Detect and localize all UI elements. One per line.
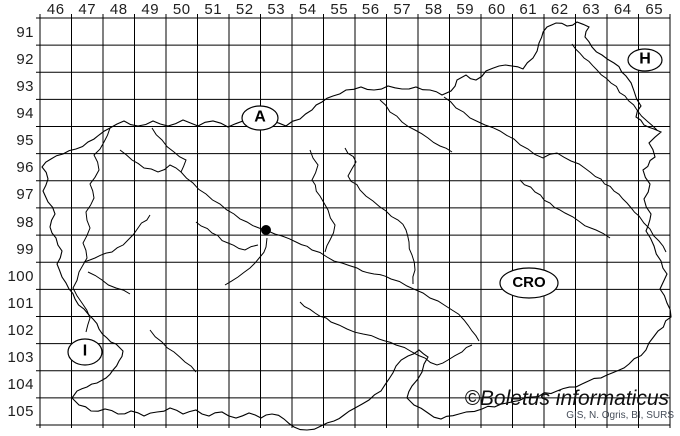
country-label-croatia: CRO: [512, 273, 546, 291]
row-label: 102: [7, 322, 34, 340]
country-label-austria: A: [254, 108, 266, 126]
country-ellipse-italy: [67, 338, 103, 366]
col-label: 57: [393, 1, 412, 18]
country-label-hungary: H: [639, 50, 651, 68]
col-label: 55: [330, 1, 349, 18]
col-label: 52: [235, 1, 254, 18]
river-line: [87, 271, 131, 295]
row-label: 98: [16, 213, 34, 231]
row-label: 104: [7, 376, 34, 394]
occurrence-dot: [261, 225, 271, 235]
row-label: 101: [7, 294, 34, 312]
country-label-italy: I: [82, 342, 88, 360]
river-line: [571, 43, 658, 131]
river-line: [519, 179, 611, 239]
slovenia-border: [41, 21, 672, 431]
river-line: [224, 237, 268, 286]
grid-lines: [36, 14, 671, 428]
col-label: 46: [46, 1, 65, 18]
river-line: [72, 127, 111, 333]
row-label: 95: [16, 132, 34, 150]
river-line: [379, 99, 453, 153]
row-label: 100: [7, 267, 34, 285]
river-line: [149, 329, 197, 373]
col-label: 64: [613, 1, 632, 18]
river-line: [195, 221, 259, 251]
col-label: 62: [550, 1, 569, 18]
col-label: 56: [361, 1, 380, 18]
col-label: 50: [172, 1, 191, 18]
country-ellipses: [67, 48, 663, 366]
river-lines: [72, 43, 667, 373]
country-border: [41, 21, 672, 431]
row-label: 96: [16, 159, 34, 177]
col-label: 47: [78, 1, 97, 18]
row-label: 103: [7, 349, 34, 367]
col-label: 51: [204, 1, 223, 18]
col-label: 65: [645, 1, 664, 18]
col-label: 60: [487, 1, 506, 18]
credits-text: GIS, N. Ogris, BI, SURS: [566, 410, 674, 421]
river-line: [443, 96, 667, 253]
col-label: 63: [582, 1, 601, 18]
river-line: [119, 149, 182, 173]
row-label: 105: [7, 403, 34, 421]
occurrence-markers: [261, 225, 271, 235]
country-ellipse-austria: [241, 105, 279, 131]
watermark-text: ©Boletus informaticus: [464, 387, 669, 410]
col-label: 49: [141, 1, 160, 18]
col-label: 54: [298, 1, 317, 18]
row-label: 93: [16, 77, 34, 95]
col-label: 58: [424, 1, 443, 18]
river-line: [309, 149, 336, 253]
row-label: 97: [16, 186, 34, 204]
row-label: 99: [16, 240, 34, 258]
col-label: 53: [267, 1, 286, 18]
river-line: [299, 301, 473, 366]
row-label: 92: [16, 50, 34, 68]
river-line: [344, 147, 416, 285]
col-label: 48: [109, 1, 128, 18]
row-label: 91: [16, 23, 34, 41]
country-ellipse-croatia: [499, 267, 559, 299]
row-label: 94: [16, 104, 34, 122]
col-label: 59: [456, 1, 475, 18]
river-line: [151, 127, 480, 342]
river-line: [83, 214, 151, 263]
col-label: 61: [519, 1, 538, 18]
country-ellipse-hungary: [627, 48, 663, 72]
